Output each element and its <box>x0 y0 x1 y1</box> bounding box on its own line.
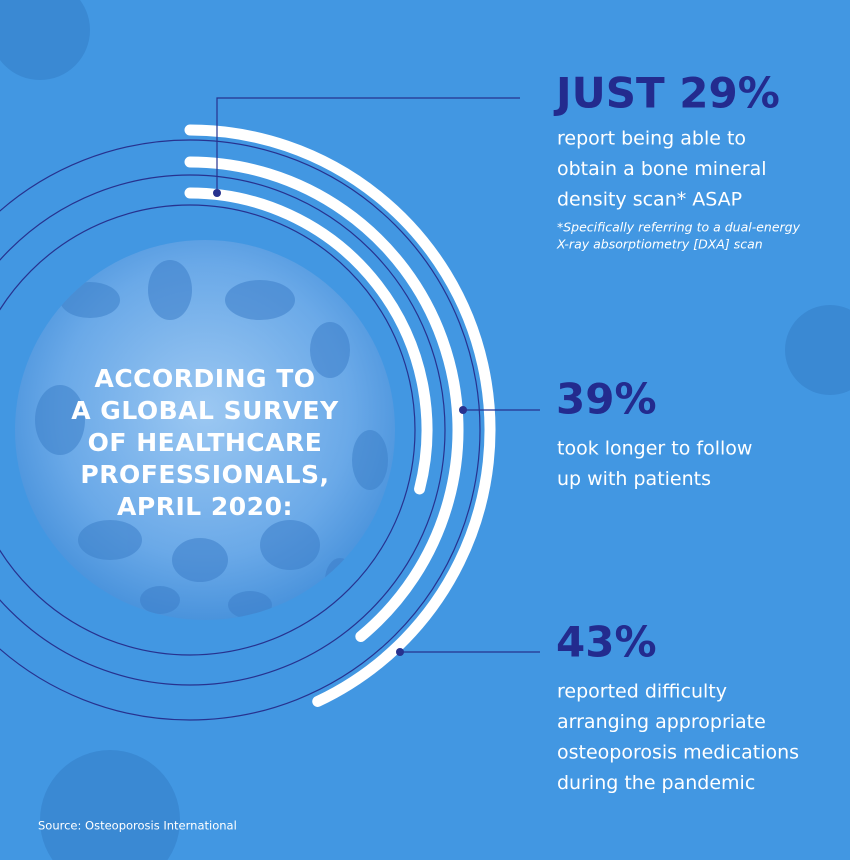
stat-value: JUST 29% <box>553 69 780 118</box>
stat-description: reported difficulty <box>557 681 727 703</box>
stat-description: report being able to <box>557 128 746 150</box>
stat-description: took longer to follow <box>557 438 752 460</box>
stat-description: up with patients <box>557 468 711 490</box>
title-line: A GLOBAL SURVEY <box>71 396 339 425</box>
footnote: X-ray absorptiometry [DXA] scan <box>556 237 763 252</box>
source: Source: Osteoporosis International <box>38 819 237 833</box>
title-line: OF HEALTHCARE <box>88 428 323 457</box>
arc-bar <box>184 156 464 642</box>
title-line: PROFESSIONALS, <box>80 460 329 489</box>
stat-description: osteoporosis medications <box>557 742 799 764</box>
stat-description: arranging appropriate <box>557 711 766 733</box>
guide-circles <box>0 139 481 721</box>
stat-value: 39% <box>556 375 657 424</box>
title-line: ACCORDING TO <box>94 364 315 393</box>
stat-description: obtain a bone mineral <box>557 158 767 180</box>
title-line: APRIL 2020: <box>117 492 293 521</box>
stat-value: 43% <box>556 618 657 667</box>
connectors <box>216 97 540 653</box>
arc-bar <box>184 187 433 495</box>
stat-description: density scan* ASAP <box>557 189 742 211</box>
connector-dots <box>213 189 467 656</box>
bone-image <box>15 240 395 620</box>
arc-bar <box>184 124 496 707</box>
stat-description: during the pandemic <box>557 772 755 794</box>
footnote: *Specifically referring to a dual-energy <box>557 220 801 235</box>
